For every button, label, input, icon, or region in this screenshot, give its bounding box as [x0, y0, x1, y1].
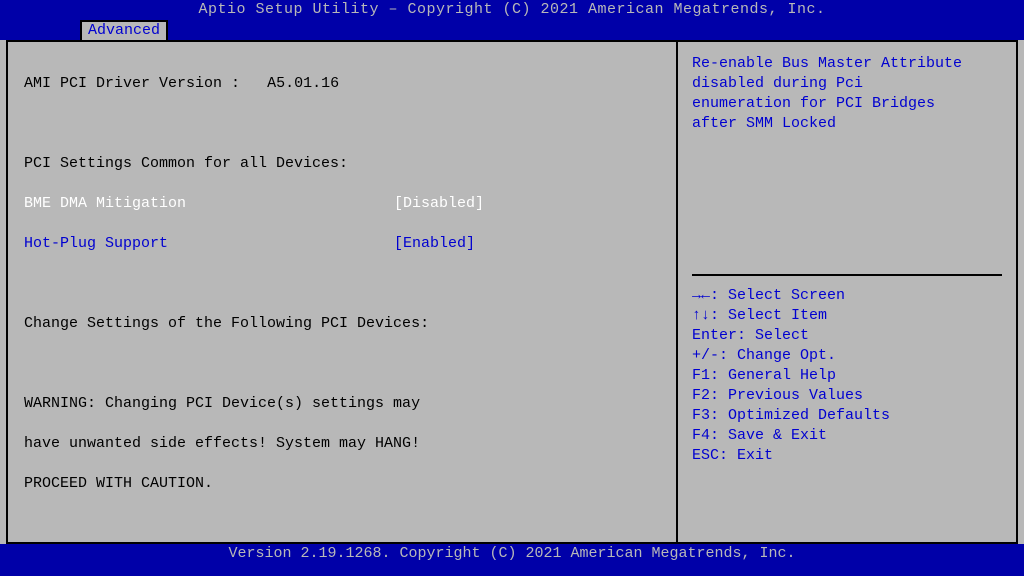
- key-optimized-defaults: F3: Optimized Defaults: [692, 406, 1002, 426]
- option-hotplug-label: Hot-Plug Support: [24, 234, 394, 254]
- key-change-opt: +/-: Change Opt.: [692, 346, 1002, 366]
- help-line-2: disabled during Pci: [692, 74, 1002, 94]
- driver-version-row: AMI PCI Driver Version : A5.01.16: [24, 74, 660, 94]
- option-hotplug[interactable]: Hot-Plug Support[Enabled]: [24, 234, 660, 254]
- key-previous-values: F2: Previous Values: [692, 386, 1002, 406]
- help-line-1: Re-enable Bus Master Attribute: [692, 54, 1002, 74]
- driver-version-label: AMI PCI Driver Version :: [24, 75, 240, 92]
- key-select-item: ↑↓: Select Item: [692, 306, 1002, 326]
- section-common-header: PCI Settings Common for all Devices:: [24, 154, 660, 174]
- help-text: Re-enable Bus Master Attribute disabled …: [692, 54, 1002, 134]
- header-title: Aptio Setup Utility – Copyright (C) 2021…: [198, 1, 825, 18]
- help-divider: [692, 274, 1002, 276]
- key-hints: →←: Select Screen ↑↓: Select Item Enter:…: [692, 286, 1002, 466]
- header-bar: Aptio Setup Utility – Copyright (C) 2021…: [0, 0, 1024, 20]
- footer-bar: Version 2.19.1268. Copyright (C) 2021 Am…: [0, 544, 1024, 564]
- tab-label: Advanced: [88, 22, 160, 39]
- section-devices-header: Change Settings of the Following PCI Dev…: [24, 314, 660, 334]
- key-select-screen: →←: Select Screen: [692, 286, 1002, 306]
- key-enter: Enter: Select: [692, 326, 1002, 346]
- help-line-3: enumeration for PCI Bridges: [692, 94, 1002, 114]
- option-hotplug-value: [Enabled]: [394, 234, 475, 254]
- warning-line-1: WARNING: Changing PCI Device(s) settings…: [24, 394, 660, 414]
- help-line-4: after SMM Locked: [692, 114, 1002, 134]
- footer-text: Version 2.19.1268. Copyright (C) 2021 Am…: [228, 545, 795, 562]
- settings-panel: AMI PCI Driver Version : A5.01.16 PCI Se…: [6, 40, 678, 544]
- option-bme-value: [Disabled]: [394, 194, 484, 214]
- option-bme-label: BME DMA Mitigation: [24, 194, 394, 214]
- warning-line-3: PROCEED WITH CAUTION.: [24, 474, 660, 494]
- key-general-help: F1: General Help: [692, 366, 1002, 386]
- key-esc-exit: ESC: Exit: [692, 446, 1002, 466]
- main-area: AMI PCI Driver Version : A5.01.16 PCI Se…: [0, 40, 1024, 544]
- tab-bar: Advanced: [0, 20, 1024, 40]
- tab-advanced[interactable]: Advanced: [80, 20, 168, 40]
- option-bme-dma[interactable]: BME DMA Mitigation[Disabled]: [24, 194, 660, 214]
- driver-version-value: A5.01.16: [267, 75, 339, 92]
- help-panel: Re-enable Bus Master Attribute disabled …: [678, 40, 1018, 544]
- key-save-exit: F4: Save & Exit: [692, 426, 1002, 446]
- warning-line-2: have unwanted side effects! System may H…: [24, 434, 660, 454]
